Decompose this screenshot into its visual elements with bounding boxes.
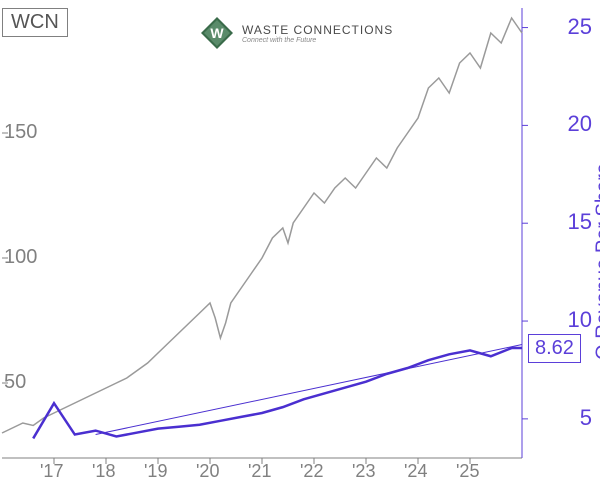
chart-svg	[0, 0, 600, 500]
x-tick-label: '22	[300, 461, 323, 482]
ticker-symbol: WCN	[11, 11, 59, 33]
y-right-tick-label: 15	[568, 209, 592, 235]
company-text-group: WASTE CONNECTIONS Connect with the Futur…	[242, 23, 393, 44]
current-value-box: 8.62	[528, 334, 581, 363]
x-tick-label: '20	[196, 461, 219, 482]
company-logo-group: W WASTE CONNECTIONS Connect with the Fut…	[200, 16, 393, 50]
y-left-tick-label: 150	[4, 121, 37, 144]
x-tick-label: '25	[456, 461, 479, 482]
right-axis-title: Q Revenue Per Share	[593, 163, 600, 360]
x-tick-label: '18	[92, 461, 115, 482]
x-tick-label: '17	[40, 461, 63, 482]
svg-text:W: W	[210, 25, 224, 41]
x-tick-label: '24	[404, 461, 427, 482]
x-tick-label: '19	[144, 461, 167, 482]
y-right-tick-label: 10	[568, 307, 592, 333]
company-tagline: Connect with the Future	[242, 37, 393, 44]
y-left-tick-label: 50	[4, 371, 26, 394]
y-right-tick-label: 20	[568, 111, 592, 137]
x-tick-label: '23	[352, 461, 375, 482]
y-right-tick-label: 5	[580, 405, 592, 431]
ticker-symbol-box: WCN	[2, 8, 68, 37]
current-value: 8.62	[535, 337, 574, 359]
y-right-tick-label: 25	[568, 14, 592, 40]
x-tick-label: '21	[248, 461, 271, 482]
company-name: WASTE CONNECTIONS	[242, 23, 393, 37]
y-left-tick-label: 100	[4, 246, 37, 269]
chart-container: WCN W WASTE CONNECTIONS Connect with the…	[0, 0, 600, 500]
company-logo-icon: W	[200, 16, 234, 50]
